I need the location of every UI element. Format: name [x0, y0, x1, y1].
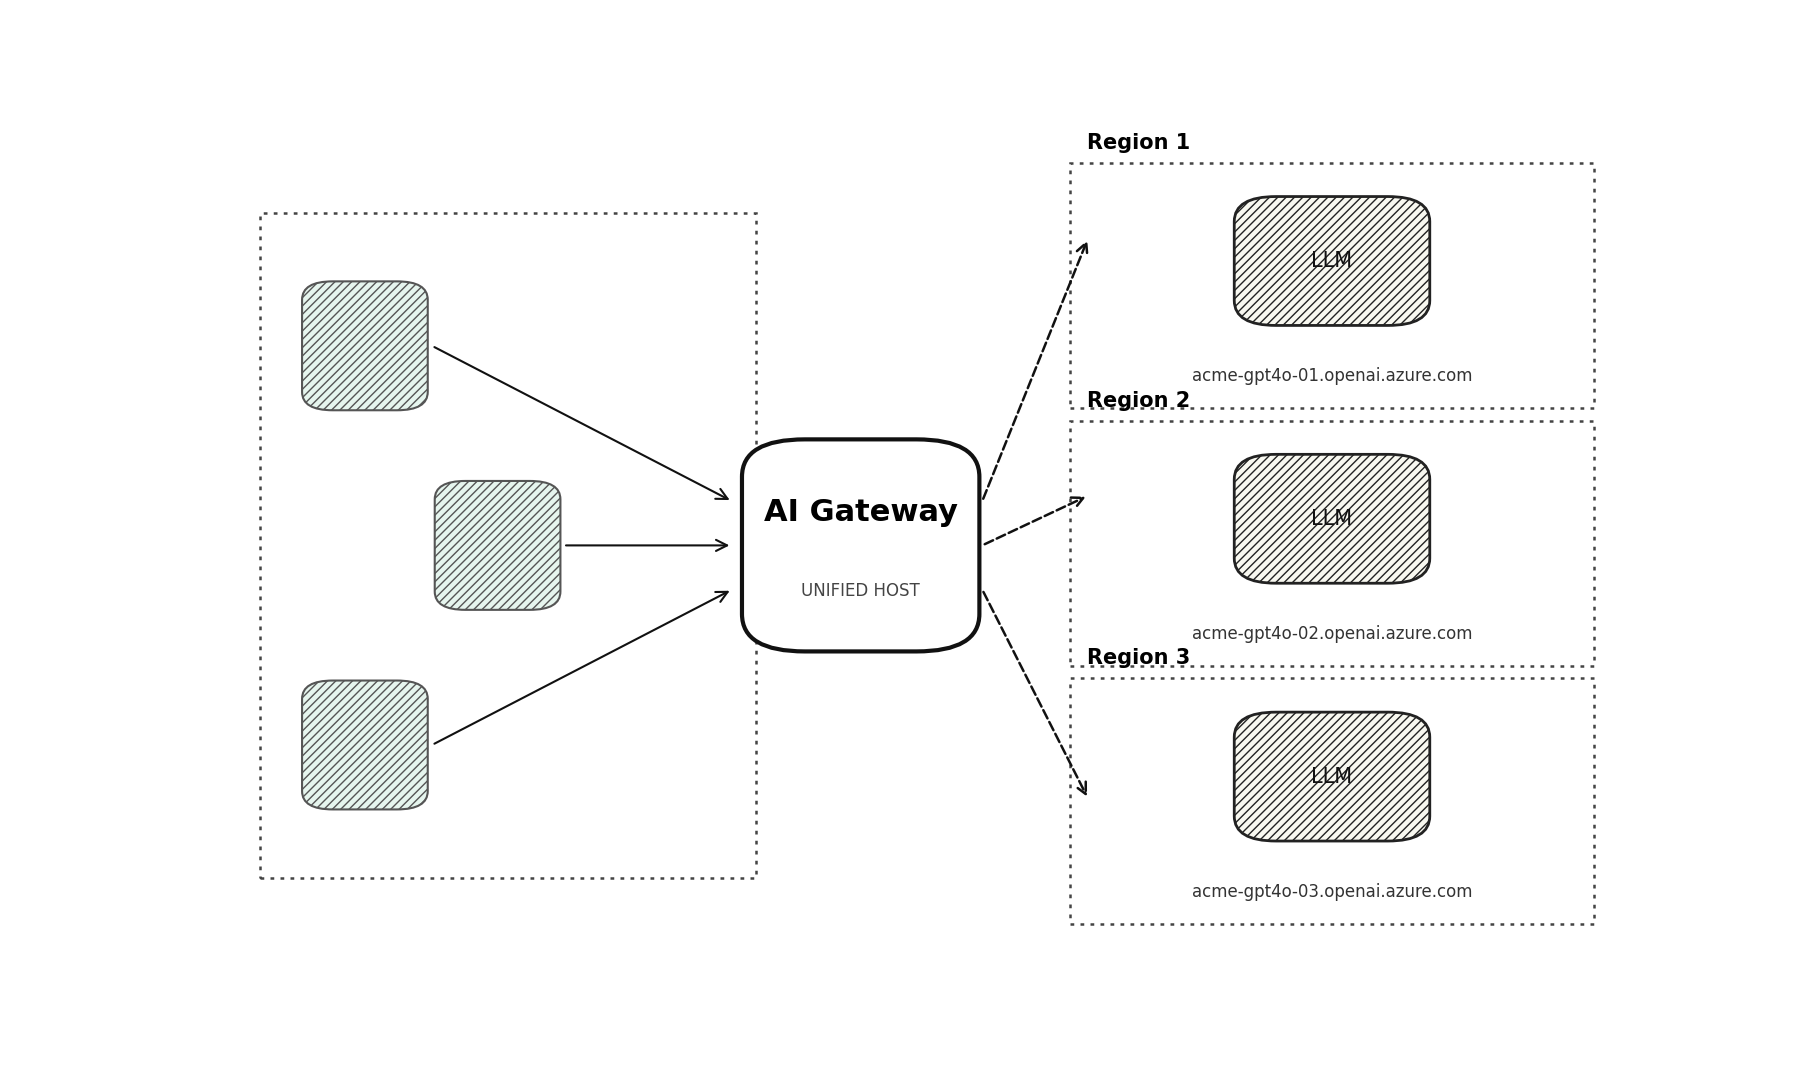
FancyBboxPatch shape: [1234, 197, 1429, 325]
Text: Region 1: Region 1: [1087, 133, 1189, 153]
Bar: [1070, 163, 1593, 408]
Text: LLM: LLM: [1312, 251, 1353, 271]
Text: Region 3: Region 3: [1087, 648, 1189, 669]
Bar: [1070, 678, 1593, 923]
Text: LLM: LLM: [1312, 767, 1353, 786]
FancyBboxPatch shape: [434, 481, 560, 610]
Text: acme-gpt4o-02.openai.azure.com: acme-gpt4o-02.openai.azure.com: [1191, 625, 1472, 643]
FancyBboxPatch shape: [303, 680, 427, 809]
Bar: [259, 213, 757, 878]
Text: acme-gpt4o-01.openai.azure.com: acme-gpt4o-01.openai.azure.com: [1191, 367, 1472, 386]
Text: Region 2: Region 2: [1087, 391, 1189, 410]
Text: AI Gateway: AI Gateway: [764, 498, 957, 527]
Text: acme-gpt4o-03.openai.azure.com: acme-gpt4o-03.openai.azure.com: [1191, 882, 1472, 901]
Text: UNIFIED HOST: UNIFIED HOST: [802, 582, 921, 600]
FancyBboxPatch shape: [303, 282, 427, 410]
Bar: [1070, 421, 1593, 666]
FancyBboxPatch shape: [1234, 712, 1429, 841]
FancyBboxPatch shape: [742, 440, 980, 651]
FancyBboxPatch shape: [1234, 455, 1429, 583]
Text: LLM: LLM: [1312, 509, 1353, 529]
